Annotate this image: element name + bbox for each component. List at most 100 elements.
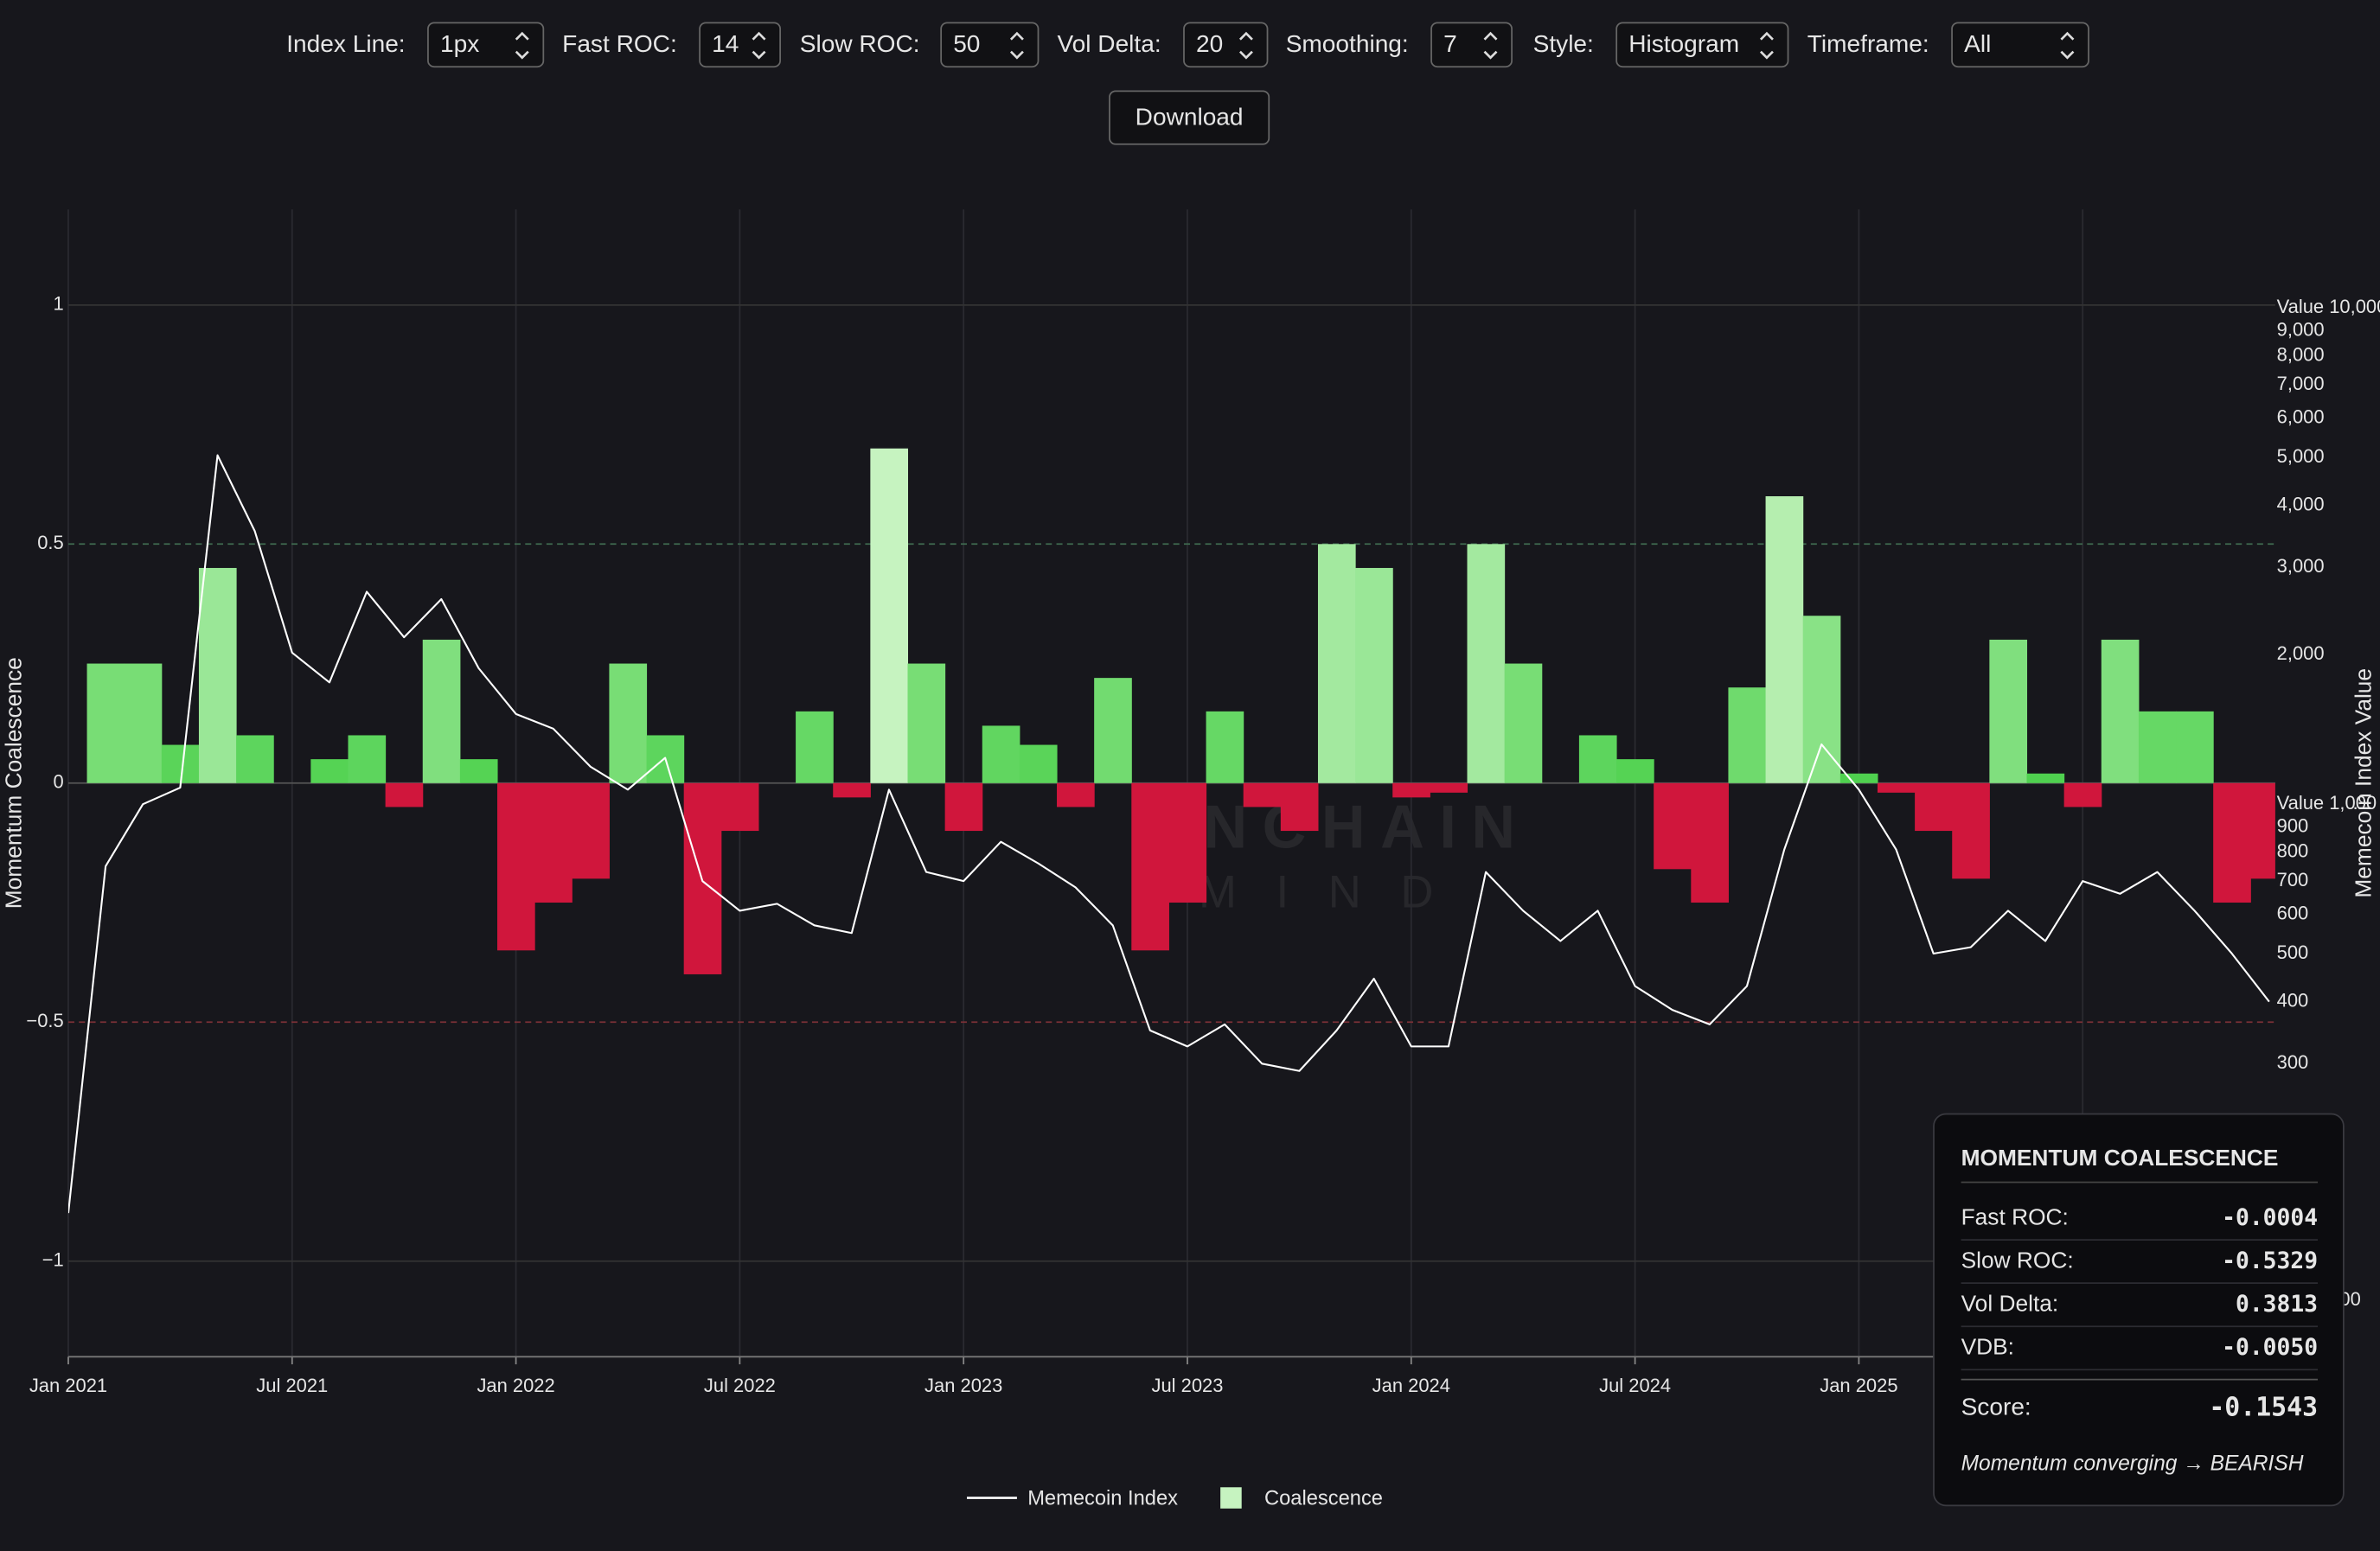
y2-tick-label: 6,000: [2277, 405, 2325, 427]
control-label: Fast ROC:: [562, 30, 677, 57]
chevron[interactable]: [752, 31, 766, 60]
y2-tick-label: 400: [2277, 989, 2309, 1011]
histogram-bar: [348, 735, 387, 783]
x-tick-label: Jan 2025: [1820, 1375, 1897, 1396]
histogram-bar: [1243, 782, 1282, 807]
x-tick-label: Jan 2024: [1372, 1375, 1450, 1396]
histogram-bar: [1728, 687, 1767, 783]
y2-tick-label: 4,000: [2277, 493, 2325, 514]
select-box[interactable]: [427, 22, 545, 68]
histogram-bar: [2176, 711, 2214, 783]
select-value[interactable]: 7: [1443, 30, 1457, 57]
histogram-bar: [2213, 782, 2251, 903]
y2-tick-label: 3,000: [2277, 555, 2325, 577]
control-label: Smoothing:: [1286, 30, 1409, 57]
panel-label: Fast ROC:: [1961, 1204, 2069, 1230]
select-box[interactable]: [1951, 22, 2089, 68]
score-value: -0.1543: [2209, 1392, 2318, 1422]
select-box[interactable]: [1615, 22, 1789, 68]
download-button[interactable]: Download: [1109, 90, 1270, 145]
y-tick-label: 0: [54, 771, 64, 793]
histogram-bar: [944, 782, 983, 832]
select-value[interactable]: 50: [953, 30, 980, 57]
histogram-bar: [1019, 744, 1058, 783]
button-box[interactable]: [1109, 90, 1270, 145]
select[interactable]: 14: [699, 22, 781, 68]
histogram-bar: [1915, 782, 1953, 832]
histogram-bar: [907, 663, 946, 783]
histogram-bar: [1317, 544, 1356, 783]
select[interactable]: Histogram: [1615, 22, 1789, 68]
select[interactable]: 50: [940, 22, 1040, 68]
histogram-bar: [459, 759, 498, 783]
histogram-bar: [1654, 782, 1692, 870]
select[interactable]: 7: [1430, 22, 1513, 68]
select-value[interactable]: All: [1964, 30, 1991, 57]
chevron[interactable]: [1483, 31, 1498, 60]
panel-value: -0.0050: [2222, 1335, 2318, 1361]
index-line: [67, 454, 2270, 1214]
y2-tick-label: 9,000: [2277, 318, 2325, 340]
chevron[interactable]: [1009, 31, 1024, 60]
y2-tick-label: 800: [2277, 840, 2309, 862]
histogram-bar: [310, 759, 349, 783]
x-tick-label: Jul 2023: [1152, 1375, 1224, 1396]
histogram-bar: [720, 782, 759, 832]
histogram-bar: [1691, 782, 1729, 903]
histogram-bar: [1989, 639, 2028, 783]
select-value[interactable]: Histogram: [1628, 30, 1739, 57]
chevron[interactable]: [2060, 31, 2075, 60]
select-value[interactable]: 1px: [440, 30, 479, 57]
y2-axis-title: Memecoin Index Value: [2350, 668, 2376, 898]
select[interactable]: 1px: [427, 22, 545, 68]
histogram-bar: [609, 663, 648, 783]
panel-note: Momentum converging → BEARISH: [1961, 1452, 2304, 1475]
histogram-bar: [1802, 616, 1841, 783]
chevron[interactable]: [515, 31, 529, 60]
legend-label: Memecoin Index: [1027, 1488, 1178, 1510]
histogram-bar: [236, 735, 274, 783]
panel-label: VDB:: [1961, 1334, 2014, 1360]
y-tick-label: 0.5: [37, 532, 63, 553]
histogram-bar: [1467, 544, 1506, 783]
histogram-bar: [1094, 678, 1132, 783]
chevron[interactable]: [1238, 31, 1253, 60]
select-value[interactable]: 14: [712, 30, 739, 57]
histogram-bar: [198, 567, 237, 783]
histogram-bar: [497, 782, 535, 951]
y2-tick-label: Value 10,000: [2277, 296, 2380, 317]
histogram-bar: [1616, 759, 1654, 783]
panel: [1933, 1113, 2345, 1507]
y-axis-title: Momentum Coalescence: [1, 657, 27, 909]
button-label[interactable]: Download: [1136, 103, 1244, 130]
histogram-bar: [1952, 782, 1990, 879]
histogram-bar: [86, 663, 125, 783]
histogram-bar: [422, 639, 461, 783]
histogram-bar: [1168, 782, 1207, 903]
histogram-bar: [2250, 782, 2275, 879]
histogram-bar: [161, 744, 200, 783]
y2-tick-label: Value 1,000: [2277, 792, 2377, 814]
histogram-bar: [534, 782, 573, 903]
score-label: Score:: [1961, 1393, 2031, 1420]
control-label: Vol Delta:: [1057, 30, 1161, 57]
histogram-bar: [1765, 496, 1804, 783]
x-tick-label: Jul 2022: [704, 1375, 776, 1396]
control-label: Index Line:: [286, 30, 405, 57]
histogram-bar: [1839, 773, 1878, 783]
chevron[interactable]: [1759, 31, 1774, 60]
select[interactable]: All: [1951, 22, 2089, 68]
select[interactable]: 20: [1183, 22, 1269, 68]
y2-tick-label: 600: [2277, 902, 2309, 923]
y2-tick-label: 8,000: [2277, 344, 2325, 366]
y2-tick-label: 700: [2277, 869, 2309, 890]
histogram-bar: [1057, 782, 1095, 807]
histogram-bar: [870, 448, 909, 783]
panel-label: Vol Delta:: [1961, 1291, 2059, 1317]
control-label: Style:: [1533, 30, 1594, 57]
histogram-bar: [1206, 711, 1244, 783]
histogram-bar: [1504, 663, 1543, 783]
select-value[interactable]: 20: [1196, 30, 1223, 57]
control-label: Slow ROC:: [800, 30, 920, 57]
